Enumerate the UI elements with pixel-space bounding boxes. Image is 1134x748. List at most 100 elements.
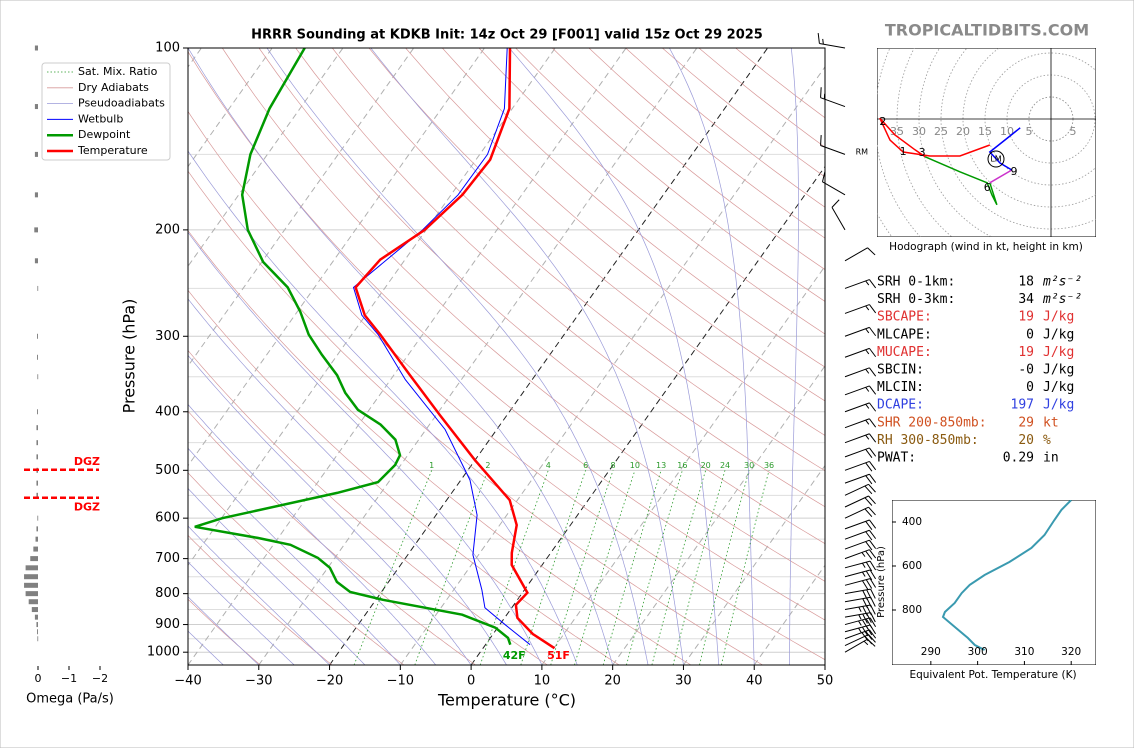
dry-adiabat — [188, 110, 825, 661]
barb-feather — [820, 135, 822, 146]
barb-staff — [820, 145, 846, 155]
param-label: DCAPE: — [877, 398, 924, 413]
pseudoadiabat — [188, 525, 330, 665]
mixing-ratio-line — [672, 470, 726, 665]
thetae-y-tick-label: 600 — [902, 560, 922, 572]
pseudoadiabat — [188, 596, 260, 665]
barb-half — [865, 387, 870, 392]
storm-motion-label: LM — [990, 155, 1001, 164]
barb-feather — [865, 630, 873, 640]
barb-feather — [821, 171, 826, 182]
barb-feather — [869, 418, 877, 428]
isotherm — [188, 48, 627, 665]
x-tick-label: 40 — [746, 674, 763, 689]
isotherm — [329, 48, 769, 665]
mixing-ratio-label: 1 — [429, 461, 434, 470]
barb-feather — [865, 449, 873, 459]
legend-label: Dry Adiabats — [78, 81, 149, 94]
param-label: MLCAPE: — [877, 327, 932, 342]
wind-barb — [817, 33, 846, 49]
barb-feather — [869, 367, 877, 377]
barb-feather — [817, 33, 820, 44]
barb-feather — [864, 497, 873, 506]
barb-feather — [869, 304, 877, 314]
wind-barb — [844, 326, 877, 337]
y-axis-label: Pressure (hPa) — [120, 299, 139, 414]
omega-bar — [34, 45, 38, 51]
hodograph-frame — [877, 48, 1096, 237]
omega-bar — [30, 556, 38, 562]
param-label: SRH 0-1km: — [877, 275, 955, 290]
x-tick-label: −40 — [174, 674, 201, 689]
dry-adiabat — [258, 48, 825, 545]
param-label: SBCIN: — [877, 363, 924, 378]
param-value: 29 — [1018, 415, 1034, 430]
barb-staff — [844, 402, 870, 413]
x-tick-label: −10 — [387, 674, 414, 689]
param-unit: m²s⁻² — [1042, 275, 1082, 290]
mixing-ratio-line — [414, 470, 489, 665]
barb-feather — [869, 539, 877, 549]
dry-adiabat — [332, 48, 825, 472]
barb-feather — [862, 598, 868, 609]
isotherm — [188, 48, 485, 467]
omega-bar — [33, 546, 38, 552]
y-tick-label: 800 — [155, 586, 180, 601]
mixing-ratio-line — [574, 470, 636, 665]
param-unit: J/kg — [1043, 363, 1074, 378]
legend-label: Dewpoint — [78, 128, 131, 141]
barb-staff — [844, 569, 871, 578]
param-unit: m²s⁻² — [1042, 292, 1082, 307]
param-label: MLCIN: — [877, 380, 924, 395]
omega-bar — [34, 227, 38, 233]
wind-barb — [844, 402, 877, 413]
omega-bar — [31, 607, 38, 613]
omega-bar — [36, 454, 38, 460]
barb-half — [865, 328, 870, 334]
param-unit: J/kg — [1043, 345, 1074, 360]
dry-adiabat — [188, 410, 476, 665]
barb-feather — [820, 87, 822, 98]
wind-barb — [844, 304, 877, 314]
omega-bar — [37, 374, 39, 380]
barb-half — [865, 403, 870, 409]
hodograph-line — [879, 117, 991, 158]
barb-half — [863, 640, 869, 646]
barb-feather — [865, 579, 873, 589]
barb-staff — [822, 181, 846, 196]
dry-adiabat — [188, 472, 405, 665]
dry-adiabat — [295, 48, 825, 508]
thetae-x-tick-label: 300 — [968, 646, 988, 658]
wind-barb — [844, 578, 877, 590]
barb-staff — [844, 433, 870, 444]
barb-staff — [844, 588, 871, 595]
barb-feather — [865, 561, 873, 572]
y-tick-label: 600 — [155, 511, 180, 526]
barb-staff — [831, 207, 846, 231]
barb-feather — [869, 385, 877, 395]
barb-staff — [844, 279, 870, 289]
param-label: SBCAPE: — [877, 310, 932, 325]
barb-feather — [869, 560, 877, 571]
barb-staff — [844, 560, 871, 569]
mixing-ratio-label: 24 — [720, 461, 730, 470]
wind-barb — [844, 529, 877, 541]
param-unit: J/kg — [1043, 380, 1074, 395]
wind-barb — [844, 560, 877, 572]
barb-feather — [861, 580, 869, 590]
wind-barb — [820, 135, 846, 155]
barb-feather — [869, 629, 877, 639]
barb-staff — [844, 418, 870, 429]
omega-tick-label: −1 — [61, 672, 77, 685]
chart-title: HRRR Sounding at KDKB Init: 14z Oct 29 [… — [251, 28, 763, 43]
param-value: 19 — [1018, 345, 1034, 360]
barb-feather — [862, 613, 868, 624]
param-unit: J/kg — [1043, 310, 1074, 325]
barb-staff — [844, 247, 868, 262]
omega-bar — [34, 258, 38, 264]
barb-feather — [868, 484, 876, 493]
wind-barb — [820, 87, 846, 108]
barb-feather — [865, 618, 873, 629]
dry-adiabat — [405, 48, 825, 402]
barb-feather — [865, 531, 873, 541]
